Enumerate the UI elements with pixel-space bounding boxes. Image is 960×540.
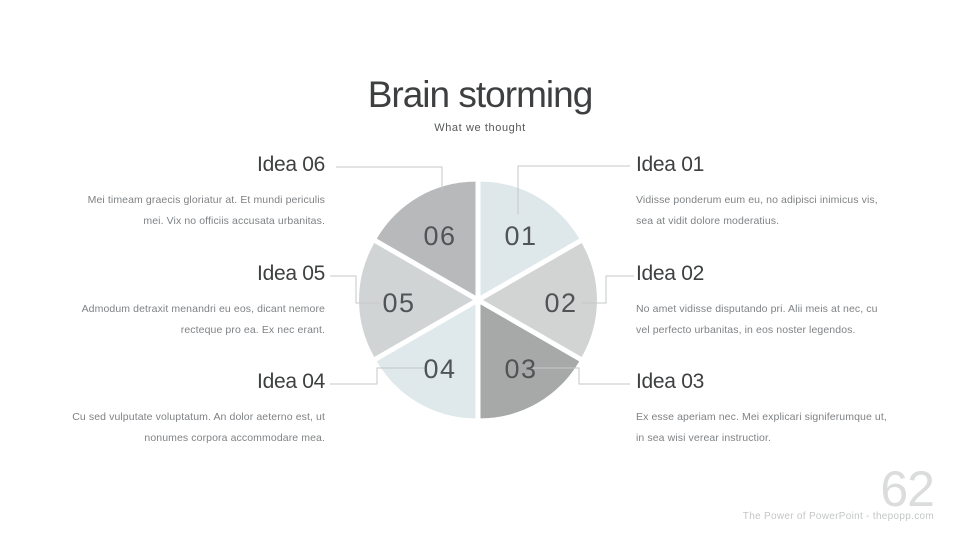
idea-block-02: Idea 02 No amet vidisse disputando pri. …	[636, 262, 951, 341]
idea-body-line: Admodum detraxit menandri eu eos, dicant…	[81, 303, 325, 315]
idea-block-04: Idea 04 Cu sed vulputate voluptatum. An …	[10, 370, 325, 449]
idea-heading-04: Idea 04	[257, 370, 325, 393]
idea-body-line: mei. Vix no officiis accusata urbanitas.	[143, 215, 325, 227]
idea-body-line: No amet vidisse disputando pri. Alii mei…	[636, 303, 878, 315]
idea-block-06: Idea 06 Mei timeam graecis gloriatur at.…	[10, 153, 326, 232]
connector-line-idea-06	[336, 166, 443, 190]
idea-body-line: Mei timeam graecis gloriatur at. Et mund…	[87, 194, 325, 206]
idea-heading-01: Idea 01	[636, 153, 704, 176]
footer-credit: The Power of PowerPoint - thepopp.com	[742, 511, 934, 522]
idea-body-line: vel perfecto urbanitas, in eos noster le…	[636, 324, 856, 336]
slide-subtitle: What we thought	[434, 122, 526, 134]
segment-number-06: 06	[423, 221, 456, 251]
connector-line-idea-03	[533, 367, 630, 385]
connector-line-idea-05	[330, 275, 380, 304]
segment-number-05: 05	[382, 288, 415, 318]
idea-body-line: Vidisse ponderum eum eu, no adipisci ini…	[636, 194, 878, 206]
idea-body-line: in sea wisi verear instructior.	[636, 432, 771, 444]
segment-number-01: 01	[504, 221, 537, 251]
idea-block-01: Idea 01 Vidisse ponderum eum eu, no adip…	[636, 153, 951, 232]
idea-heading-03: Idea 03	[636, 370, 704, 393]
idea-block-05: Idea 05 Admodum detraxit menandri eu eos…	[10, 262, 326, 341]
idea-body-line: nonumes corpora accommodare mea.	[144, 432, 325, 444]
idea-heading-02: Idea 02	[636, 262, 704, 285]
pie-segment-03	[480, 304, 580, 419]
pie-segment-01	[480, 181, 580, 296]
connector-line-idea-04	[330, 367, 424, 385]
segment-number-03: 03	[504, 354, 537, 384]
pie-segment-06	[376, 181, 476, 296]
connector-line-idea-01	[517, 165, 630, 214]
pie-segment-02	[483, 243, 597, 357]
segment-number-02: 02	[544, 288, 577, 318]
connector-line-idea-02	[581, 275, 634, 304]
idea-body-line: sea at vidit dolore moderatius.	[636, 215, 780, 227]
pie-segment-05	[359, 243, 473, 357]
page-number: 62	[880, 461, 935, 517]
idea-block-03: Idea 03 Ex esse aperiam nec. Mei explica…	[636, 370, 951, 449]
idea-body-line: Cu sed vulputate voluptatum. An dolor ae…	[72, 411, 325, 423]
idea-heading-05: Idea 05	[257, 262, 325, 285]
idea-body-line: recteque pro ea. Ex nec erant.	[180, 324, 325, 336]
pie-segment-04	[376, 304, 476, 419]
idea-body-line: Ex esse aperiam nec. Mei explicari signi…	[636, 411, 887, 423]
idea-heading-06: Idea 06	[257, 153, 325, 176]
segment-number-04: 04	[423, 354, 456, 384]
slide-title: Brain storming	[367, 74, 594, 115]
